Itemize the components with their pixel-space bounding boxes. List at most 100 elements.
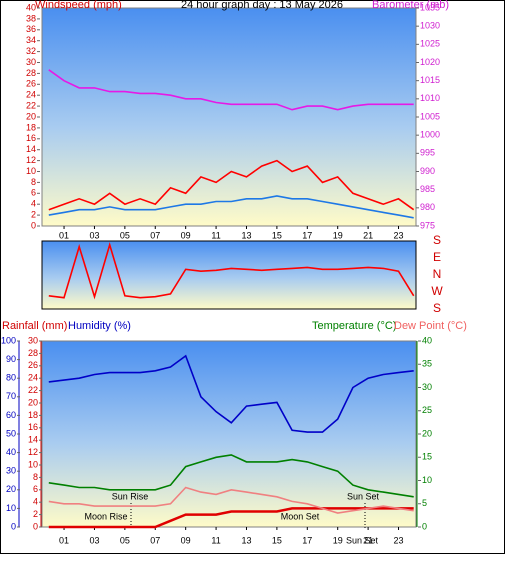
x-tick-label: 11 bbox=[211, 535, 220, 545]
series-line bbox=[48, 507, 414, 529]
y-tick-label: 10 bbox=[26, 166, 36, 176]
y3-tick-label: 16 bbox=[28, 422, 38, 432]
x-tick-label: 09 bbox=[181, 535, 191, 545]
y-tick-label: 32 bbox=[26, 46, 36, 56]
y2-tick-label: 10 bbox=[422, 475, 432, 485]
y3-tick-label: 2 bbox=[33, 509, 38, 519]
x-tick-label: 23 bbox=[394, 230, 404, 240]
y2-tick-label: 980 bbox=[420, 202, 435, 212]
series-line bbox=[48, 159, 415, 211]
annotation: Sun Set bbox=[346, 535, 379, 545]
y2-tick-label: 975 bbox=[420, 220, 435, 230]
y3-tick-label: 0 bbox=[33, 521, 38, 531]
x-tick-label: 23 bbox=[394, 535, 404, 545]
y3-tick-label: 6 bbox=[33, 484, 38, 494]
y3-tick-label: 28 bbox=[28, 348, 38, 358]
x-tick-label: 01 bbox=[59, 535, 69, 545]
y-tick-label: E bbox=[433, 250, 441, 264]
y-tick-label: 18 bbox=[26, 122, 36, 132]
y2-tick-label: 1025 bbox=[420, 39, 440, 49]
y-tick-label: 36 bbox=[26, 24, 36, 34]
y-tick-label: 28 bbox=[26, 68, 36, 78]
x-tick-label: 21 bbox=[363, 535, 373, 545]
y3-tick-label: 20 bbox=[28, 397, 38, 407]
y2-tick-label: 0 bbox=[422, 521, 427, 531]
y-tick-label: S bbox=[433, 233, 441, 247]
plot-area bbox=[41, 240, 417, 310]
y-axis-label: Windspeed (mph) bbox=[35, 0, 122, 11]
y-tick-label: W bbox=[431, 284, 443, 298]
y2-tick-label: 1035 bbox=[420, 2, 440, 12]
x-tick-label: 01 bbox=[59, 230, 69, 240]
series-line bbox=[48, 454, 414, 498]
y-tick-label: 12 bbox=[26, 155, 36, 165]
y2-tick-label: 15 bbox=[422, 452, 432, 462]
x-tick-label: 05 bbox=[120, 535, 130, 545]
y-tick-label: 16 bbox=[26, 133, 36, 143]
y2-tick-label: 995 bbox=[420, 148, 435, 158]
y3-tick-label: 10 bbox=[28, 459, 38, 469]
dewpoint-label: Dew Point (°C) bbox=[394, 320, 467, 332]
y-tick-label: 60 bbox=[6, 410, 16, 420]
y2-tick-label: 20 bbox=[422, 428, 432, 438]
x-tick-label: 03 bbox=[89, 230, 99, 240]
y3-tick-label: 26 bbox=[28, 360, 38, 370]
y2-tick-label: 5 bbox=[422, 498, 427, 508]
y-tick-label: 90 bbox=[6, 354, 16, 364]
y3-tick-label: 8 bbox=[33, 472, 38, 482]
y-tick-label: 10 bbox=[6, 503, 16, 513]
y2-tick-label: 1005 bbox=[420, 111, 440, 121]
y-tick-label: 38 bbox=[26, 13, 36, 23]
x-tick-label: 21 bbox=[363, 230, 373, 240]
y-tick-label: 34 bbox=[26, 35, 36, 45]
chart-title: 24 hour graph day : 13 May 2026 bbox=[181, 0, 343, 11]
y2-tick-label: 25 bbox=[422, 405, 432, 415]
y-tick-label: 22 bbox=[26, 100, 36, 110]
series-line bbox=[48, 195, 414, 219]
y2-tick-label: 30 bbox=[422, 382, 432, 392]
y-tick-label: 24 bbox=[26, 90, 36, 100]
x-tick-label: 09 bbox=[181, 230, 191, 240]
y2-tick-label: 1010 bbox=[420, 93, 440, 103]
y-tick-label: 30 bbox=[26, 57, 36, 67]
plot-area bbox=[41, 340, 417, 528]
x-tick-label: 19 bbox=[333, 535, 343, 545]
y2-tick-label: 35 bbox=[422, 359, 432, 369]
annotation: Moon Set bbox=[281, 511, 320, 521]
y-tick-label: 80 bbox=[6, 373, 16, 383]
x-tick-label: 07 bbox=[150, 535, 160, 545]
series-line bbox=[48, 354, 414, 433]
y-tick-label: 40 bbox=[26, 2, 36, 12]
outer-border bbox=[0, 0, 505, 554]
plot-area bbox=[41, 7, 417, 227]
y-tick-label: 30 bbox=[6, 466, 16, 476]
y2-tick-label: 1015 bbox=[420, 75, 440, 85]
x-tick-label: 15 bbox=[272, 230, 282, 240]
y3-tick-label: 12 bbox=[28, 447, 38, 457]
y-tick-label: S bbox=[433, 301, 441, 315]
y3-tick-label: 18 bbox=[28, 410, 38, 420]
series-line bbox=[48, 69, 414, 111]
series-line bbox=[48, 486, 414, 514]
x-tick-label: 17 bbox=[302, 535, 312, 545]
y3-tick-label: 30 bbox=[28, 335, 38, 345]
y-tick-label: 26 bbox=[26, 79, 36, 89]
y-tick-label: 0 bbox=[11, 521, 16, 531]
y-tick-label: 100 bbox=[1, 335, 16, 345]
annotation: Sun Rise bbox=[112, 491, 149, 501]
x-tick-label: 13 bbox=[241, 230, 251, 240]
y-tick-label: 20 bbox=[6, 484, 16, 494]
y-tick-label: 2 bbox=[31, 209, 36, 219]
y-tick-label: 4 bbox=[31, 199, 36, 209]
x-tick-label: 11 bbox=[211, 230, 220, 240]
x-tick-label: 03 bbox=[89, 535, 99, 545]
x-tick-label: 15 bbox=[272, 535, 282, 545]
y-tick-label: 70 bbox=[6, 391, 16, 401]
y2-tick-label: 985 bbox=[420, 184, 435, 194]
y-tick-label: 6 bbox=[31, 188, 36, 198]
y-tick-label: 50 bbox=[6, 428, 16, 438]
rain-label: Rainfall (mm) bbox=[2, 320, 67, 332]
y2-tick-label: 1000 bbox=[420, 130, 440, 140]
x-tick-label: 19 bbox=[333, 230, 343, 240]
